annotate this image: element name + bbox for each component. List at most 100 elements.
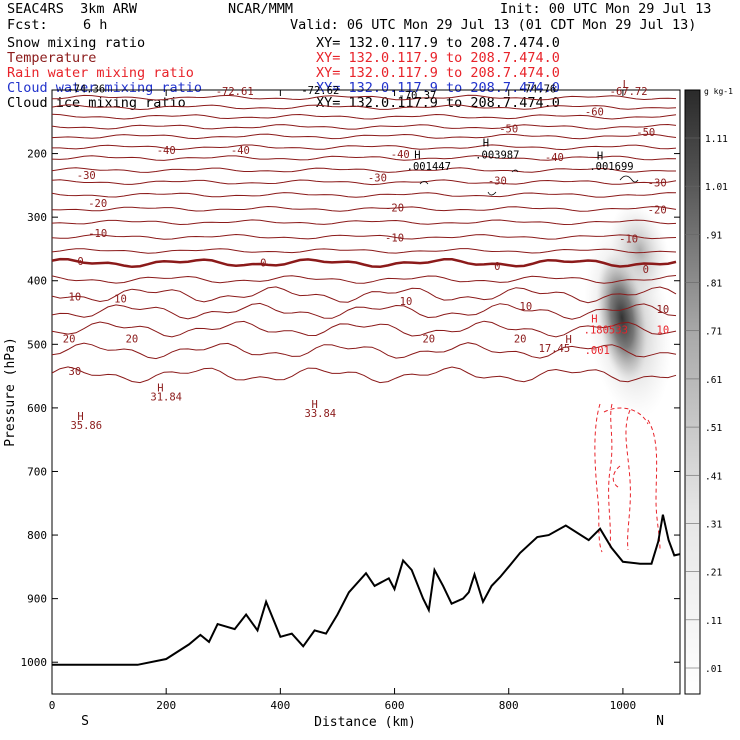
contour-label: -74.76 bbox=[518, 84, 556, 96]
forecast-label: Fcst: bbox=[7, 17, 48, 33]
isotherm-line bbox=[52, 219, 677, 226]
contour-label: 20 bbox=[126, 333, 139, 345]
y-axis-title: Pressure (hPa) bbox=[3, 337, 18, 447]
contour-label: 17.45 bbox=[539, 343, 571, 355]
isotherm-line bbox=[52, 144, 677, 151]
colorbar: g kg-1 1.11 1.01 .91 .81 .71 .61 .51 .41 .31 .21.… bbox=[684, 87, 733, 695]
contour-label: H bbox=[157, 382, 163, 394]
isotherm-line bbox=[52, 167, 676, 173]
x-tick-label: 1000 bbox=[610, 699, 637, 712]
x-tick-label: 200 bbox=[156, 699, 176, 712]
field-name-temperature: Temperature bbox=[7, 50, 97, 66]
contour-label: -72.62 bbox=[301, 85, 339, 97]
contour-label: -40 bbox=[391, 149, 410, 161]
isotherm-line bbox=[52, 133, 677, 140]
y-tick-label: 800 bbox=[27, 529, 47, 542]
colorbar-label: .11 bbox=[705, 616, 722, 627]
isotherm-line bbox=[52, 104, 677, 111]
field-name-cloud-water: Cloud water mixing ratio bbox=[7, 80, 203, 96]
colorbar-label: 1.11 bbox=[705, 134, 728, 145]
contour-label: 0 bbox=[260, 258, 266, 270]
contour-label: -72.61 bbox=[216, 86, 254, 98]
contour-label: H bbox=[311, 399, 317, 411]
contour-label: -10 bbox=[619, 234, 638, 246]
contour-label: H bbox=[414, 150, 420, 162]
contour-label: -30 bbox=[77, 170, 96, 182]
contour-label: -10 bbox=[385, 232, 404, 244]
contour-label: -60 bbox=[585, 106, 604, 118]
isotherm-line bbox=[52, 248, 677, 254]
contour-label: .003987 bbox=[475, 150, 519, 162]
cloud-ice-marks bbox=[419, 169, 639, 196]
contour-label: .001699 bbox=[589, 161, 633, 173]
colorbar-fill bbox=[684, 89, 701, 695]
contour-label: 10 bbox=[657, 304, 670, 316]
contour-label: 20 bbox=[514, 333, 527, 345]
isotherm-line bbox=[52, 302, 677, 320]
y-tick-label: 200 bbox=[27, 148, 47, 161]
contour-label: H bbox=[77, 411, 83, 423]
forecast-hour: 6 h bbox=[83, 17, 108, 33]
contour-label: 33.84 bbox=[305, 408, 337, 420]
isotherm-line bbox=[52, 286, 677, 304]
contour-label: 0 bbox=[494, 261, 500, 273]
organization-label: NCAR/MMM bbox=[228, 1, 294, 17]
contour-label: -30 bbox=[488, 176, 507, 188]
contour-label: 0 bbox=[77, 256, 83, 268]
contour-label: L bbox=[623, 79, 629, 91]
y-tick-label: 400 bbox=[27, 275, 47, 288]
contour-label: -20 bbox=[385, 202, 404, 214]
y-tick-label: 500 bbox=[27, 338, 47, 351]
isotherm-line bbox=[52, 94, 677, 101]
contour-label: -40 bbox=[545, 152, 564, 164]
contour-label: .180533 bbox=[584, 325, 628, 337]
colorbar-label: .91 bbox=[705, 230, 722, 241]
contour-label: 31.84 bbox=[150, 391, 182, 403]
field-xy-cloud-water: XY= 132.0.117.9 to 208.7.474.0 bbox=[316, 80, 560, 96]
x-tick-label: 400 bbox=[270, 699, 290, 712]
contour-label: 0 bbox=[643, 264, 649, 276]
contour-label: -67.72 bbox=[610, 86, 648, 98]
field-xy-snow: XY= 132.0.117.9 to 208.7.474.0 bbox=[316, 35, 560, 51]
colorbar-label: .01 bbox=[705, 664, 722, 675]
isotherm-line bbox=[52, 179, 677, 186]
contour-label: .001 bbox=[585, 345, 610, 357]
init-time: Init: 00 UTC Mon 29 Jul 13 bbox=[500, 1, 712, 17]
field-xy-temperature: XY= 132.0.117.9 to 208.7.474.0 bbox=[316, 50, 560, 66]
rain-water-contours bbox=[594, 403, 661, 553]
contour-label: -30 bbox=[368, 173, 387, 185]
x-tick-label: 600 bbox=[385, 699, 405, 712]
y-tick-label: 1000 bbox=[21, 656, 48, 669]
contour-label: -50 bbox=[499, 124, 518, 136]
x-axis: 0 200 400 600 800 1000 bbox=[49, 90, 636, 712]
x-axis-start-label: S bbox=[81, 714, 89, 729]
contour-label: -40 bbox=[231, 145, 250, 157]
isotherm-line bbox=[52, 192, 677, 198]
contour-label: H bbox=[597, 150, 603, 162]
contour-label: -20 bbox=[648, 204, 667, 216]
y-tick-label: 700 bbox=[27, 465, 47, 478]
contour-label: 30 bbox=[69, 366, 82, 378]
colorbar-label: 1.01 bbox=[705, 182, 728, 193]
terrain-surface bbox=[52, 514, 680, 666]
field-name-rain: Rain water mixing ratio bbox=[7, 65, 194, 81]
contour-label: H bbox=[591, 314, 597, 326]
isotherm-line bbox=[52, 205, 677, 212]
isotherm-lines bbox=[52, 94, 677, 384]
contour-label: .001447 bbox=[407, 161, 451, 173]
plot-area bbox=[51, 89, 681, 695]
y-tick-label: 900 bbox=[27, 593, 47, 606]
contour-label: -50 bbox=[636, 127, 655, 139]
contour-label: 35.86 bbox=[70, 420, 102, 432]
isotherm-line bbox=[52, 113, 677, 120]
isotherm-line bbox=[52, 123, 677, 130]
field-xy-rain: XY= 132.0.117.9 to 208.7.474.0 bbox=[316, 65, 560, 81]
y-tick-label: 600 bbox=[27, 402, 47, 415]
isotherm-line bbox=[52, 233, 677, 240]
colorbar-label: .71 bbox=[705, 327, 722, 338]
x-axis-end-label: N bbox=[656, 714, 664, 729]
contour-label: H bbox=[483, 138, 489, 150]
y-tick-label: 300 bbox=[27, 211, 47, 224]
